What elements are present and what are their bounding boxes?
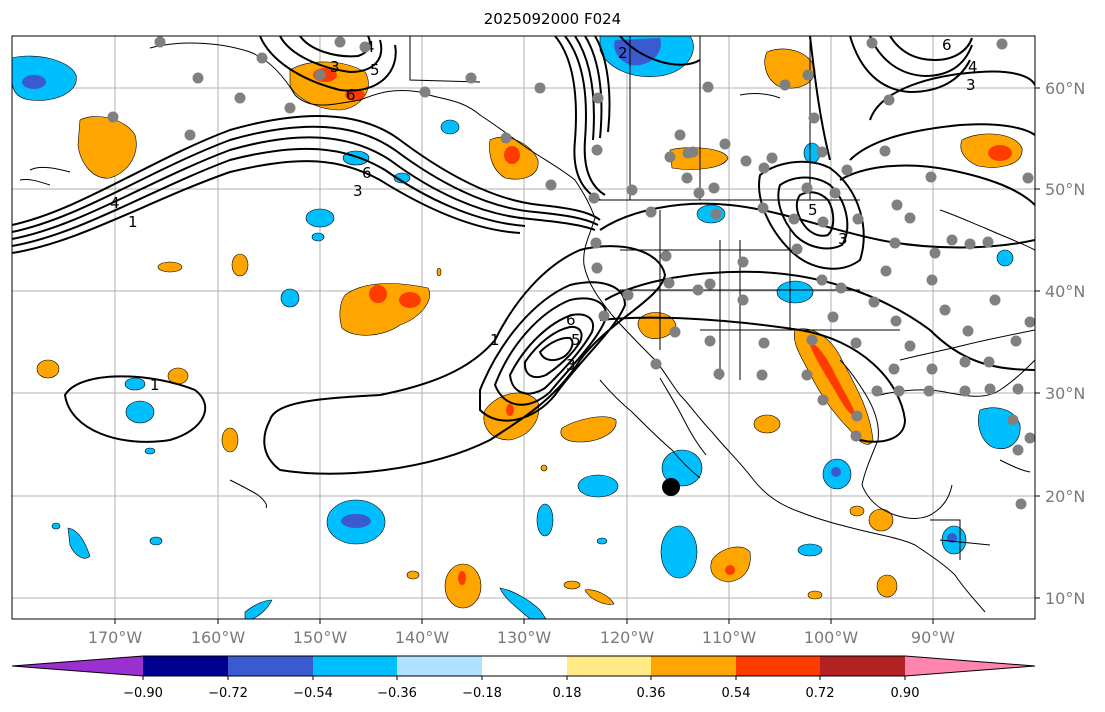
colorbar-segment (651, 656, 736, 676)
contour-label: 5 (571, 331, 581, 349)
colorbar-segment (313, 656, 397, 676)
colorbar-segment (12, 656, 143, 676)
contour-label: 1 (128, 213, 138, 231)
colorbar-tick-label: −0.72 (208, 686, 248, 701)
colorbar-tick-label: 0.72 (806, 686, 835, 701)
lat-label: 50°N (1045, 180, 1085, 199)
lon-label: 90°W (911, 628, 955, 647)
colorbar-segment (905, 656, 1035, 676)
lon-label: 170°W (88, 628, 143, 647)
negative-anomaly-shading (12, 36, 1021, 619)
coastlines (19, 36, 1035, 613)
lon-label: 150°W (293, 628, 348, 647)
station-markers (107, 36, 1036, 510)
contour-label: 3 (838, 230, 848, 248)
lon-label: 110°W (702, 628, 757, 647)
contour-label: 5 (370, 61, 380, 79)
colorbar-segment (820, 656, 905, 676)
contour-label: 4 (968, 58, 978, 76)
lat-label: 10°N (1045, 589, 1085, 608)
colorbar-segment (736, 656, 820, 676)
colorbar-tick-label: −0.18 (462, 686, 502, 701)
contour-label: 5 (808, 201, 818, 219)
colorbar-tick-label: −0.54 (293, 686, 333, 701)
colorbar-segment (482, 656, 567, 676)
contour-label: 3 (966, 76, 976, 94)
axis-ticks (114, 87, 1040, 624)
colorbar-segment (228, 656, 313, 676)
contour-label: 6 (346, 86, 356, 104)
contour-label: 6 (566, 311, 576, 329)
height-contours (12, 36, 1035, 475)
latitude-labels: 60°N 50°N 40°N 30°N 20°N 10°N (1045, 79, 1085, 608)
colorbar-segment (567, 656, 651, 676)
lon-label: 160°W (191, 628, 246, 647)
contour-label: 3 (566, 356, 576, 374)
contour-label: 3 (353, 182, 363, 200)
colorbar-segment (397, 656, 482, 676)
colorbar-tick-label: 0.54 (722, 686, 751, 701)
lon-label: 130°W (497, 628, 552, 647)
contour-label: 1 (490, 331, 500, 349)
contour-label: 1 (150, 376, 160, 394)
colorbar-tick-label: −0.36 (377, 686, 417, 701)
page-title: 2025092000 F024 (483, 10, 622, 28)
contour-label: 4 (110, 194, 120, 212)
selected-point-marker (662, 478, 680, 496)
contour-label: 6 (362, 164, 372, 182)
lat-label: 30°N (1045, 384, 1085, 403)
colorbar: −0.90 −0.72 −0.54 −0.36 −0.18 0.18 0.36 … (11, 655, 1036, 701)
colorbar-tick-label: −0.90 (123, 686, 163, 701)
colorbar-tick-label: 0.18 (553, 686, 582, 701)
colorbar-tick-label: 0.90 (891, 686, 920, 701)
longitude-labels: 170°W 160°W 150°W 140°W 130°W 120°W 110°… (88, 628, 955, 647)
colorbar-tick-label: 0.36 (637, 686, 666, 701)
lat-label: 40°N (1045, 282, 1085, 301)
contour-label: 3 (330, 58, 340, 76)
lon-label: 120°W (600, 628, 655, 647)
contour-label: 2 (618, 44, 628, 62)
lat-label: 20°N (1045, 487, 1085, 506)
lon-label: 140°W (395, 628, 450, 647)
colorbar-segment (143, 656, 228, 676)
contour-label: 6 (942, 36, 952, 54)
lat-label: 60°N (1045, 79, 1085, 98)
lon-label: 100°W (804, 628, 859, 647)
